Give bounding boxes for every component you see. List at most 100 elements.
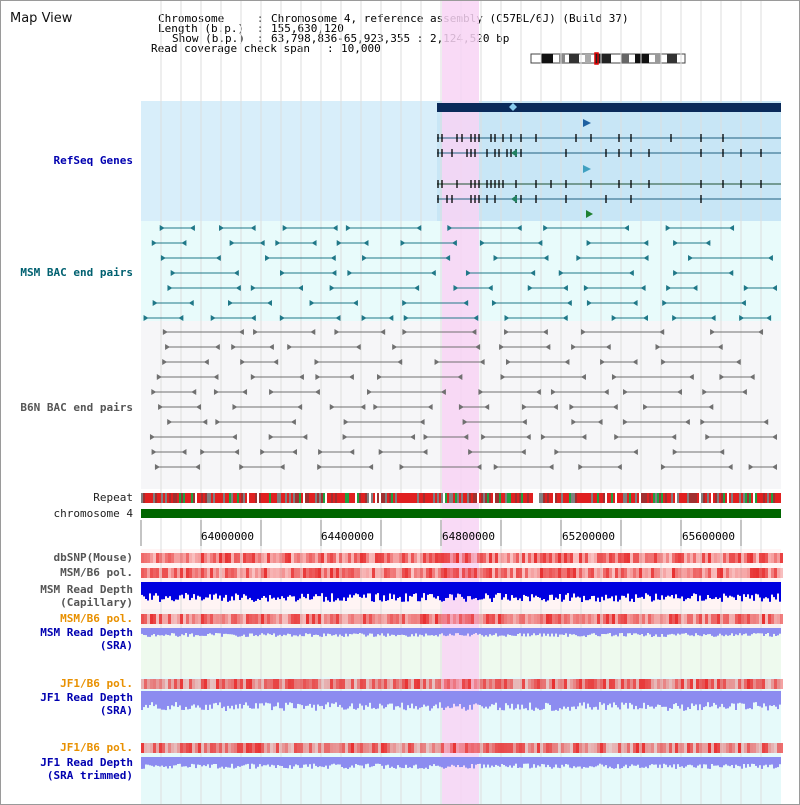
track-label-repeat[interactable]: Repeat [93,491,133,504]
b6n-bac-pair-end [402,329,408,335]
msm-sra-depth-bar [323,628,325,634]
dbsnp-cell [534,553,537,563]
dbsnp-cell [603,553,606,563]
track-label-msm-depth-sra[interactable]: MSM Read Depth [40,626,133,639]
repeat-block [201,493,203,503]
msm-pol2-cell [408,614,411,624]
jf1-pol2-cell [519,743,522,753]
dbsnp-cell [399,553,402,563]
msm-capillary-depth-bar [701,582,703,601]
jf1-pol2-cell [204,743,207,753]
msm-pol2-cell [384,614,387,624]
msm-pol-cell [402,568,405,578]
msm-pol-cell [552,568,555,578]
msm-bac-pair-end [416,225,422,231]
msm-sra-depth-bar [635,628,637,634]
msm-pol2-cell [573,614,576,624]
jf1-pol-cell [432,679,435,689]
msm-sra-depth-bar [637,628,639,635]
track-label-msm-b6-pol-2[interactable]: MSM/B6 pol. [60,612,133,625]
track-label-msm-bac[interactable]: MSM BAC end pairs [20,266,133,279]
track-label-b6n-bac[interactable]: B6N BAC end pairs [20,401,133,414]
jf1-pol2-cell [594,743,597,753]
dbsnp-cell [570,553,573,563]
track-label-jf1-depth-sra[interactable]: JF1 Read Depth [40,691,133,704]
repeat-block [175,493,177,503]
chromosome-ideogram[interactable] [529,52,689,66]
msm-sra-depth-bar [553,628,555,637]
msm-pol2-cell [282,614,285,624]
track-label-jf1-b6-pol-2[interactable]: JF1/B6 pol. [60,741,133,754]
jf1-trimmed-depth-bar [277,757,279,765]
msm-bac-pair-end [530,270,536,276]
track-label-jf1-b6-pol[interactable]: JF1/B6 pol. [60,677,133,690]
repeat-block [307,493,309,503]
msm-pol-cell [714,568,717,578]
b6n-bac-pair-end [167,419,173,425]
repeat-block [661,493,663,503]
jf1-trimmed-depth-bar [339,757,341,765]
msm-pol-cell [672,568,675,578]
jf1-pol2-cell [156,743,159,753]
msm-pol2-cell [450,614,453,624]
msm-pol2-cell [570,614,573,624]
axis-tick-label: 65200000 [562,530,615,543]
repeat-block [445,493,447,503]
dbsnp-cell [180,553,183,563]
msm-sra-depth-bar [661,628,663,634]
msm-pol-cell [258,568,261,578]
track-label-msm-b6-pol[interactable]: MSM/B6 pol. [60,566,133,579]
repeat-block [253,493,255,503]
jf1-trimmed-depth-bar [557,757,559,768]
msm-capillary-depth-bar [671,582,673,595]
track-label-refseq[interactable]: RefSeq Genes [53,154,133,167]
jf1-pol-cell [555,679,558,689]
msm-pol2-cell [177,614,180,624]
dbsnp-cell [144,553,147,563]
msm-sra-depth-bar [543,628,545,634]
dbsnp-cell [609,553,612,563]
repeat-block [539,493,541,503]
jf1-sra-depth-bar [349,691,351,707]
jf1-pol2-cell [597,743,600,753]
msm-sra-depth-bar [707,628,709,635]
msm-capillary-depth-bar [285,582,287,601]
track-label-chromosome[interactable]: chromosome 4 [53,507,133,520]
jf1-pol2-cell [177,743,180,753]
dbsnp-cell [348,553,351,563]
jf1-trimmed-depth-bar [345,757,347,768]
msm-pol2-cell [471,614,474,624]
jf1-pol-cell [465,679,468,689]
msm-capillary-depth-bar [295,582,297,602]
jf1-trimmed-depth-bar [515,757,517,764]
repeat-block [503,493,505,503]
msm-capillary-depth-bar [497,582,499,593]
track-label-msm-depth-capillary[interactable]: MSM Read Depth [40,583,133,596]
msm-capillary-depth-bar [639,582,641,598]
msm-bac-pair-end [309,300,315,306]
msm-pol-cell [471,568,474,578]
msm-sra-depth-bar [177,628,179,637]
jf1-sra-depth-bar [313,691,315,705]
repeat-block [303,493,305,503]
msm-capillary-depth-bar [261,582,263,598]
dbsnp-cell [657,553,660,563]
jf1-sra-depth-bar [307,691,309,706]
track-label-dbsnp[interactable]: dbSNP(Mouse) [53,551,133,564]
repeat-block [585,493,587,503]
track-label-jf1-depth-trimmed[interactable]: JF1 Read Depth [40,756,133,769]
jf1-sra-depth-bar [181,691,183,710]
msm-bac-pair-end [743,285,749,291]
jf1-trimmed-depth-bar [535,757,537,768]
msm-capillary-depth-bar [233,582,235,601]
msm-sra-depth-bar [493,628,495,635]
jf1-sra-depth-bar [575,691,577,710]
jf1-sra-depth-bar [361,691,363,706]
msm-pol2-cell [636,614,639,624]
jf1-pol-cell [228,679,231,689]
msm-capillary-depth-bar [421,582,423,598]
dbsnp-cell [471,553,474,563]
jf1-trimmed-depth-bar [191,757,193,764]
jf1-trimmed-depth-bar [315,757,317,766]
